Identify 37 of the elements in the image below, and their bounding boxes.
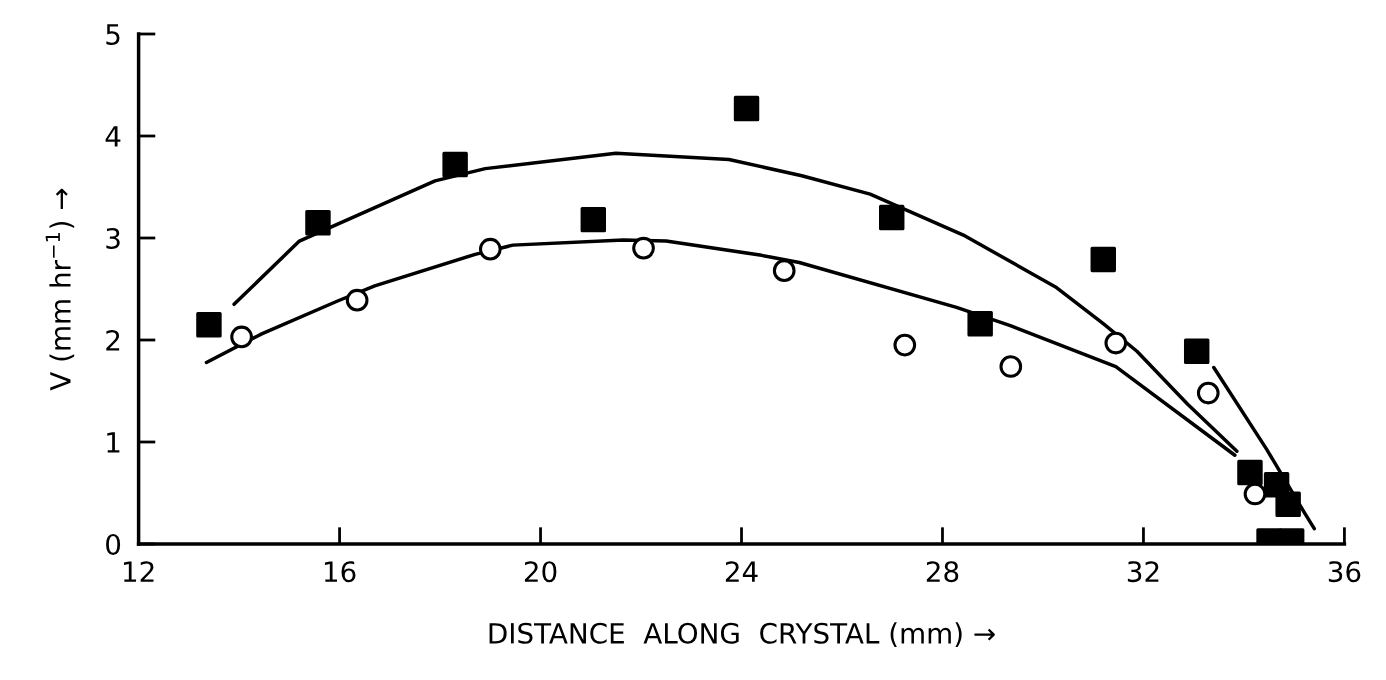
point xyxy=(967,310,993,337)
point xyxy=(879,204,905,231)
y-tick-label: 0 xyxy=(106,533,121,555)
point xyxy=(1275,491,1301,517)
y-tick-label: 2 xyxy=(106,329,120,351)
x-tick-label: 36 xyxy=(1328,561,1361,583)
line-series xyxy=(1212,365,1317,531)
x-tick-label: 12 xyxy=(123,561,154,582)
y-tick-label: 1 xyxy=(107,432,120,453)
point xyxy=(999,355,1023,378)
y-tick-label: 5 xyxy=(106,24,120,45)
x-tick-label: 16 xyxy=(324,561,356,583)
y-tick-label: 3 xyxy=(106,227,120,249)
point xyxy=(632,236,655,260)
x-tick-label: 28 xyxy=(926,561,959,583)
x-tick-label: 20 xyxy=(524,561,557,583)
point xyxy=(305,209,331,236)
point xyxy=(478,237,502,261)
point xyxy=(772,259,796,282)
point xyxy=(733,95,760,122)
point xyxy=(1243,482,1267,506)
point xyxy=(230,325,253,349)
point xyxy=(442,151,468,178)
point xyxy=(1104,331,1128,355)
y-axis-title: V (mm hr$^{−1}$) → xyxy=(45,188,75,391)
point xyxy=(893,333,917,357)
point xyxy=(1183,338,1210,364)
point xyxy=(1237,459,1263,486)
point xyxy=(196,311,222,338)
point xyxy=(345,288,369,312)
point xyxy=(580,206,607,233)
y-tick-label: 4 xyxy=(105,126,121,147)
point xyxy=(1090,246,1116,273)
x-tick-label: 32 xyxy=(1127,561,1159,583)
point xyxy=(1196,381,1220,405)
x-axis-title: DISTANCE ALONG CRYSTAL (mm) → xyxy=(489,622,995,648)
x-tick-label: 24 xyxy=(725,561,758,582)
